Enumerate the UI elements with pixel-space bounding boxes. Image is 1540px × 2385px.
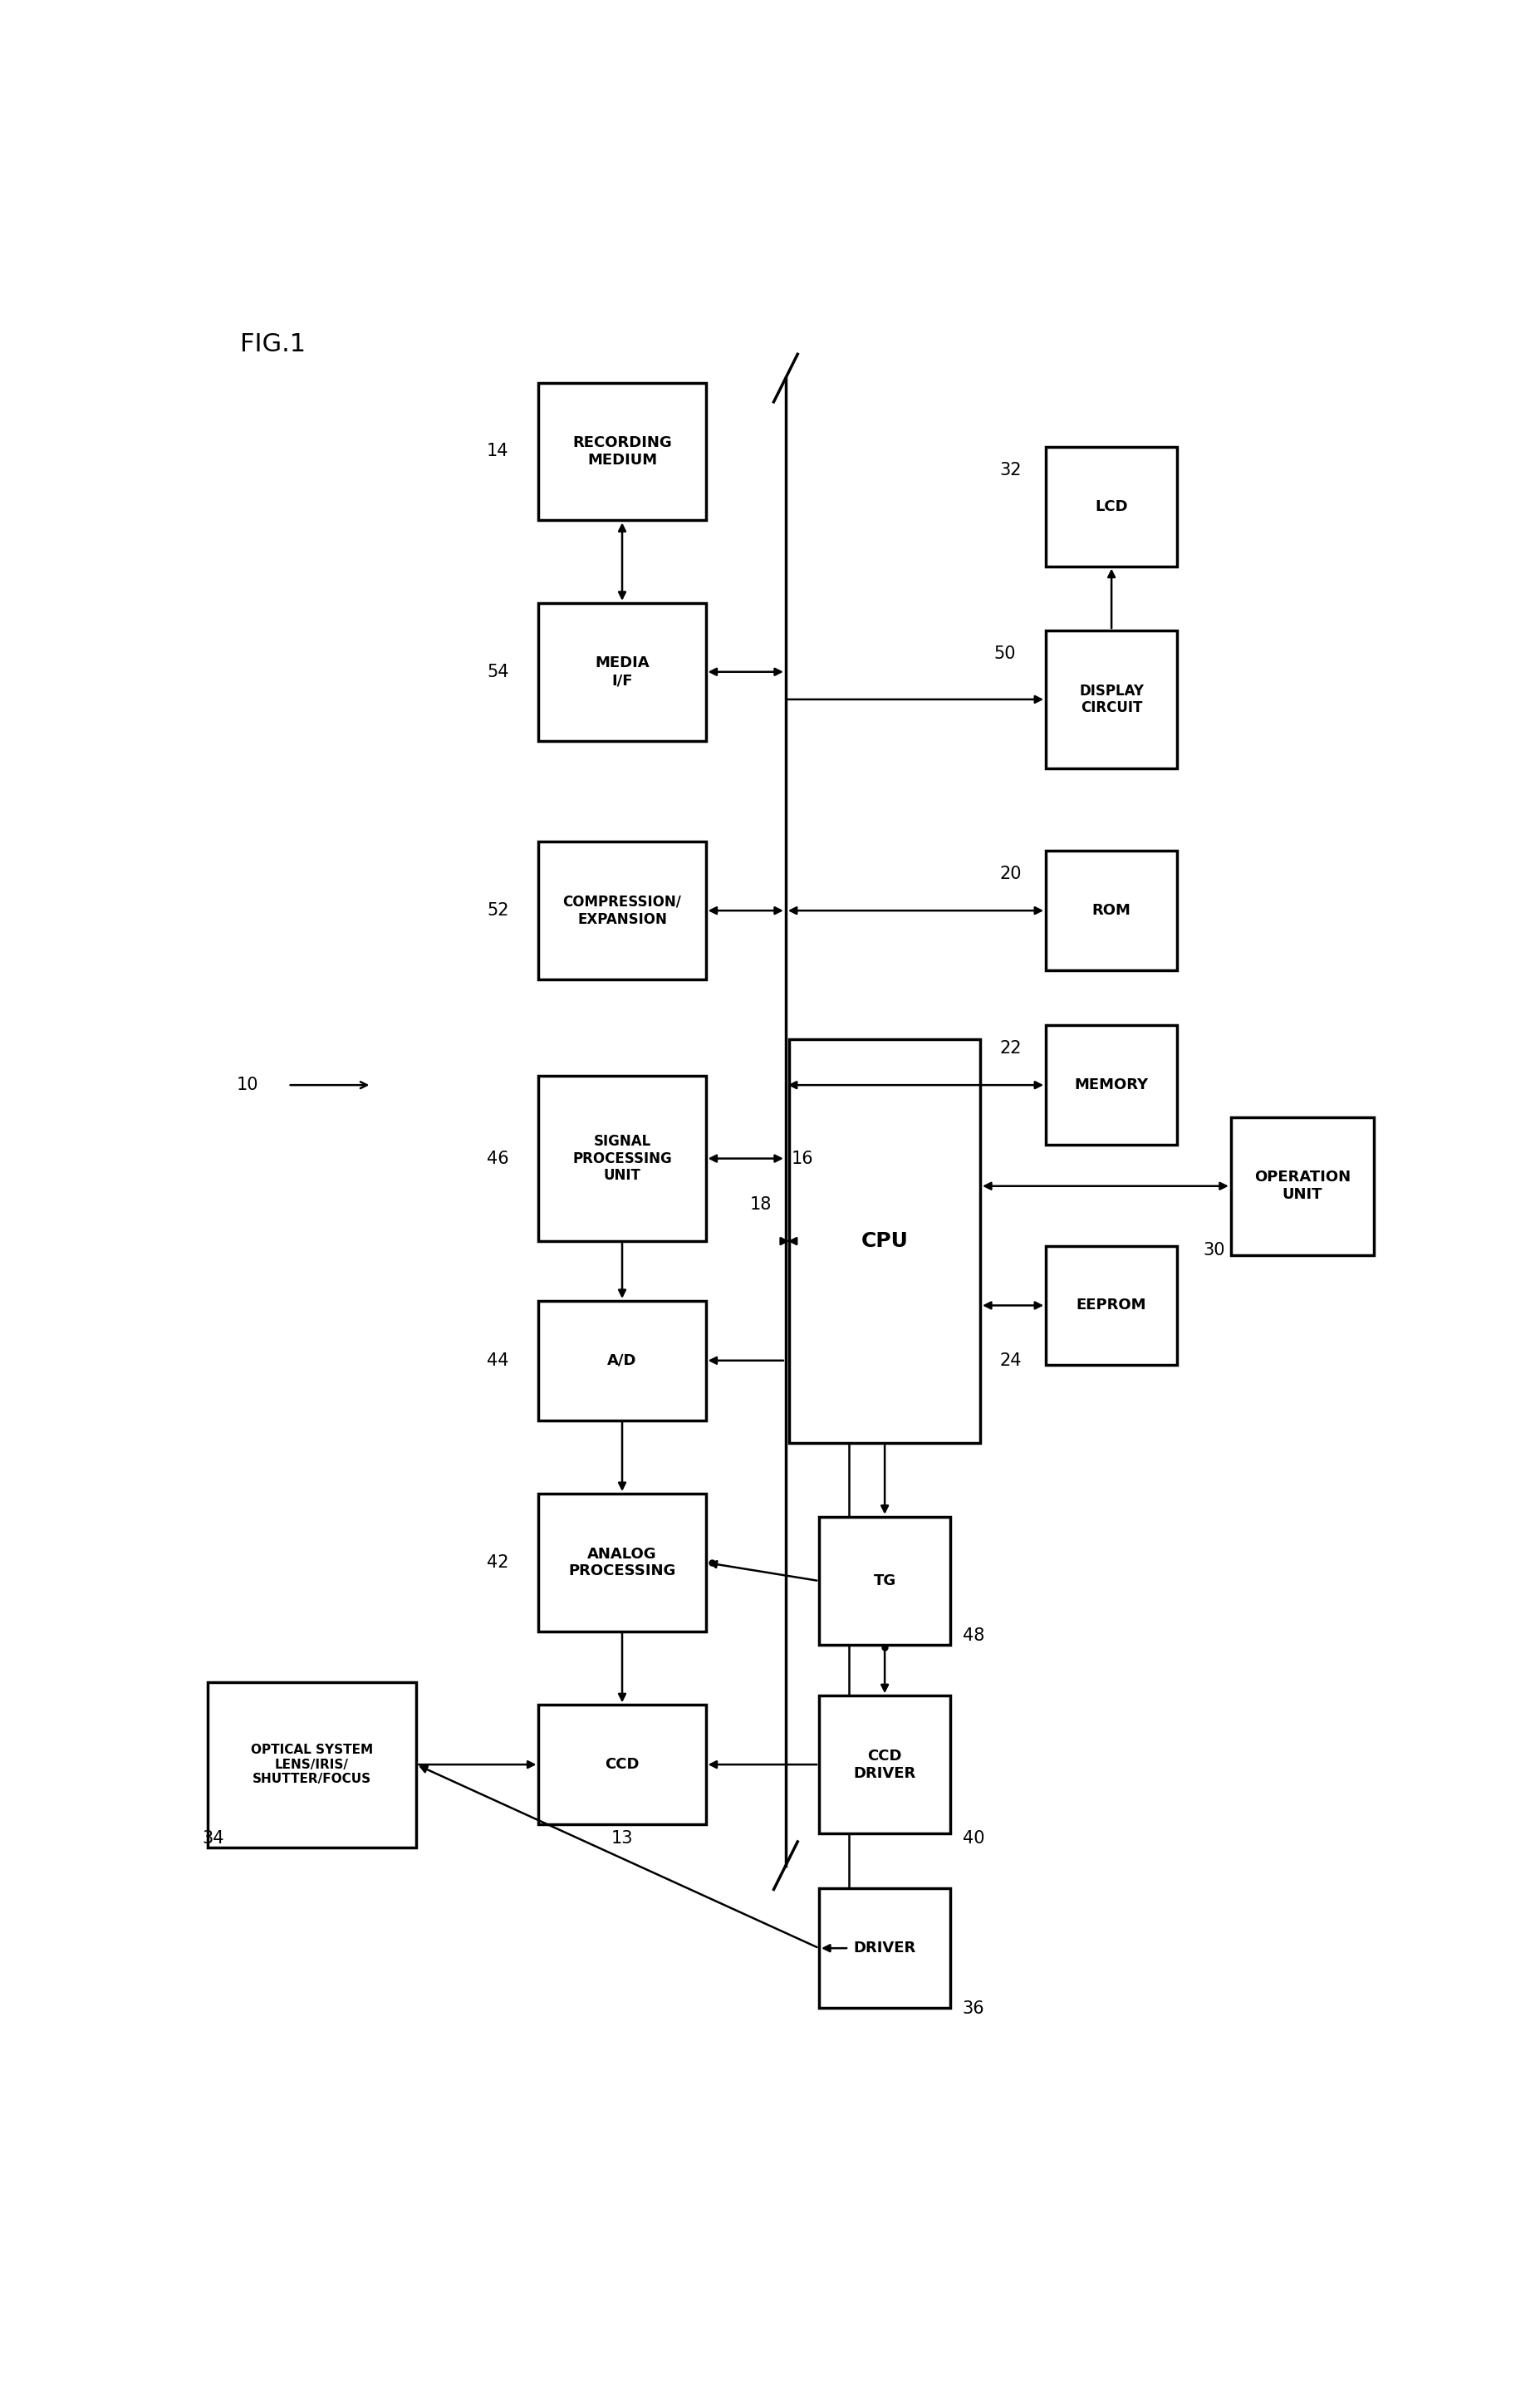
Text: 24: 24 xyxy=(999,1352,1023,1369)
Text: A/D: A/D xyxy=(607,1352,638,1369)
Text: 22: 22 xyxy=(999,1040,1023,1057)
Text: SIGNAL
PROCESSING
UNIT: SIGNAL PROCESSING UNIT xyxy=(573,1133,671,1183)
Text: OPTICAL SYSTEM
LENS/IRIS/
SHUTTER/FOCUS: OPTICAL SYSTEM LENS/IRIS/ SHUTTER/FOCUS xyxy=(251,1743,373,1786)
Bar xyxy=(819,1889,950,2008)
Bar xyxy=(539,1493,705,1631)
Text: COMPRESSION/
EXPANSION: COMPRESSION/ EXPANSION xyxy=(562,894,682,928)
Text: 18: 18 xyxy=(750,1197,772,1212)
Bar xyxy=(819,1517,950,1646)
Bar xyxy=(1046,446,1177,565)
Text: 10: 10 xyxy=(236,1076,259,1092)
Bar xyxy=(208,1681,416,1846)
Text: EEPROM: EEPROM xyxy=(1076,1297,1147,1312)
Bar xyxy=(788,1040,979,1443)
Text: CCD: CCD xyxy=(605,1758,639,1772)
Text: 16: 16 xyxy=(792,1150,813,1166)
Bar xyxy=(539,1300,705,1419)
Text: 30: 30 xyxy=(1203,1243,1224,1259)
Text: 36: 36 xyxy=(962,2001,984,2018)
Bar xyxy=(819,1696,950,1834)
Text: 46: 46 xyxy=(487,1150,508,1166)
Text: 50: 50 xyxy=(993,646,1016,661)
Bar xyxy=(1046,630,1177,768)
Text: 32: 32 xyxy=(999,463,1023,477)
Bar xyxy=(1046,1245,1177,1364)
Text: TG: TG xyxy=(873,1574,896,1588)
Text: 42: 42 xyxy=(487,1555,508,1572)
Text: 54: 54 xyxy=(487,663,508,680)
Text: LCD: LCD xyxy=(1095,498,1127,515)
Text: 14: 14 xyxy=(487,444,508,460)
Text: OPERATION
UNIT: OPERATION UNIT xyxy=(1254,1171,1351,1202)
Text: ANALOG
PROCESSING: ANALOG PROCESSING xyxy=(568,1545,676,1579)
Text: CPU: CPU xyxy=(861,1231,909,1252)
Bar xyxy=(1046,851,1177,971)
Text: 34: 34 xyxy=(202,1829,223,1846)
Text: RECORDING
MEDIUM: RECORDING MEDIUM xyxy=(573,436,671,467)
Text: MEDIA
I/F: MEDIA I/F xyxy=(594,656,650,687)
Text: 20: 20 xyxy=(999,866,1023,882)
Bar xyxy=(539,842,705,980)
Text: DRIVER: DRIVER xyxy=(853,1941,916,1956)
Text: CCD
DRIVER: CCD DRIVER xyxy=(853,1748,916,1782)
Bar xyxy=(539,603,705,742)
Text: DISPLAY
CIRCUIT: DISPLAY CIRCUIT xyxy=(1080,682,1144,716)
Bar xyxy=(539,1076,705,1240)
Bar xyxy=(1230,1116,1374,1255)
Bar xyxy=(539,382,705,520)
Text: ROM: ROM xyxy=(1092,904,1130,918)
Bar xyxy=(539,1705,705,1825)
Text: 52: 52 xyxy=(487,902,508,918)
Text: 13: 13 xyxy=(611,1829,633,1846)
Bar xyxy=(1046,1026,1177,1145)
Text: MEMORY: MEMORY xyxy=(1075,1078,1149,1092)
Text: 40: 40 xyxy=(962,1829,984,1846)
Text: 48: 48 xyxy=(962,1627,984,1643)
Text: FIG.1: FIG.1 xyxy=(240,332,306,355)
Text: 44: 44 xyxy=(487,1352,508,1369)
